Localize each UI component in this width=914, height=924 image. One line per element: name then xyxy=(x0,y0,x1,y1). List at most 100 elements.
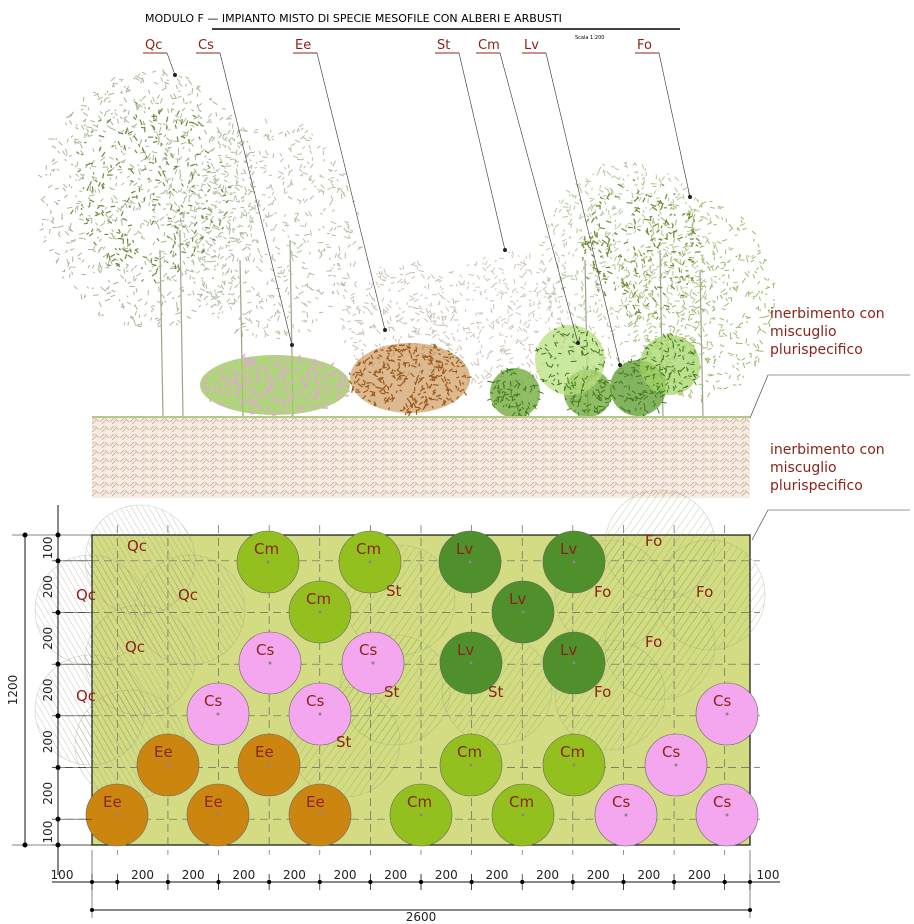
shrub-label: Cs xyxy=(204,692,222,710)
leader xyxy=(316,52,386,331)
shrub-center xyxy=(674,763,678,767)
annotation: miscuglio xyxy=(770,460,837,476)
dim-dot xyxy=(469,880,474,884)
shrub-label: Cs xyxy=(306,692,324,710)
shrub-center xyxy=(521,610,525,614)
leader-dot xyxy=(290,343,294,347)
shrub-label: Cs xyxy=(612,793,630,811)
tree-label: St xyxy=(386,582,402,600)
tree-label: Qc xyxy=(178,586,198,604)
tree-label: Fo xyxy=(645,532,662,550)
dimensions: 1200 100 200 200 200 200 200 100 2600 100 200 200 20… xyxy=(6,505,780,924)
shrub-center xyxy=(419,813,423,817)
scale: Scala 1:200 xyxy=(575,35,604,41)
dim-dot xyxy=(267,880,272,884)
shrub-center xyxy=(318,610,322,614)
dim-dot xyxy=(570,880,575,884)
leader xyxy=(458,52,506,251)
tree-label: Fo xyxy=(645,633,662,651)
dim-label: 200 xyxy=(41,627,55,650)
leader xyxy=(751,509,910,541)
foliage xyxy=(201,353,350,419)
shrub-center xyxy=(469,763,473,767)
dim-dot xyxy=(368,880,373,884)
species-label: St xyxy=(437,38,450,53)
shrub-label: Cs xyxy=(359,641,377,659)
tree-label: St xyxy=(488,683,504,701)
shrub xyxy=(490,368,540,418)
dim-label: 200 xyxy=(435,868,458,882)
annotation: inerbimento con xyxy=(770,306,885,322)
dim-label: 200 xyxy=(41,679,55,702)
shrub-label: Cm xyxy=(356,540,381,558)
dim-label: 200 xyxy=(232,868,255,882)
tree-label: St xyxy=(336,733,352,751)
shrub-label: Lv xyxy=(456,540,473,558)
shrub-center xyxy=(521,813,525,817)
species-label: Cm xyxy=(478,38,500,53)
dim-dot xyxy=(520,880,525,884)
dim-dot xyxy=(672,880,677,884)
foliage xyxy=(581,179,702,320)
shrub-label: Lv xyxy=(509,590,526,608)
dim-label: 100 xyxy=(51,868,74,882)
shrub-center xyxy=(572,661,576,665)
shrub-center xyxy=(267,763,271,767)
dim-dot xyxy=(748,908,752,912)
foliage xyxy=(641,332,698,395)
shrub-label: Ee xyxy=(204,793,223,811)
shrub-center xyxy=(166,763,170,767)
trunk xyxy=(699,269,704,419)
leader xyxy=(545,52,621,366)
annotation: plurispecifico xyxy=(770,342,863,358)
foliage xyxy=(348,342,472,417)
shrub-center xyxy=(725,712,729,716)
tree-label: Qc xyxy=(125,638,145,656)
leader-dot xyxy=(173,73,177,77)
dim-label: 200 xyxy=(587,868,610,882)
leader xyxy=(499,52,579,344)
shrub-center xyxy=(318,813,322,817)
tree-label: Qc xyxy=(76,586,96,604)
dim-label: 1200 xyxy=(6,675,20,706)
dim-dot xyxy=(55,532,61,538)
tree-label: Qc xyxy=(76,687,96,705)
shrub xyxy=(640,335,700,395)
shrub-center xyxy=(318,712,322,716)
shrub-center xyxy=(115,813,119,817)
dim-dot xyxy=(722,880,727,884)
shrub-label: Ee xyxy=(255,743,274,761)
dim-dot xyxy=(115,880,120,884)
shrub-center xyxy=(624,813,628,817)
dim-dot xyxy=(317,880,322,884)
foliage xyxy=(487,367,544,418)
dim-dot xyxy=(165,880,170,884)
foliage xyxy=(177,118,363,340)
dim-label: 200 xyxy=(637,868,660,882)
shrub-center xyxy=(216,813,220,817)
shrub-center xyxy=(371,661,375,665)
species-label: Ee xyxy=(295,38,311,53)
dim-label: 100 xyxy=(41,821,55,844)
dim-dot xyxy=(90,908,94,912)
annotation: inerbimento con xyxy=(770,442,885,458)
dim-dot xyxy=(621,880,626,884)
shrub-center xyxy=(368,560,372,564)
shrub-label: Lv xyxy=(457,641,474,659)
shrub-label: Lv xyxy=(560,540,577,558)
leader-dot xyxy=(688,195,692,199)
shrub-center xyxy=(266,560,270,564)
shrub-label: Ee xyxy=(103,793,122,811)
dim-label: 200 xyxy=(334,868,357,882)
dim-label: 200 xyxy=(283,868,306,882)
shrub-label: Cm xyxy=(509,793,534,811)
soil-section xyxy=(92,418,750,498)
leader xyxy=(749,374,910,419)
shrub-label: Cm xyxy=(457,743,482,761)
shrub-center xyxy=(268,661,272,665)
dim-label: 100 xyxy=(757,868,780,882)
dim-label: 200 xyxy=(384,868,407,882)
foliage xyxy=(69,101,231,284)
shrub-label: Cm xyxy=(407,793,432,811)
